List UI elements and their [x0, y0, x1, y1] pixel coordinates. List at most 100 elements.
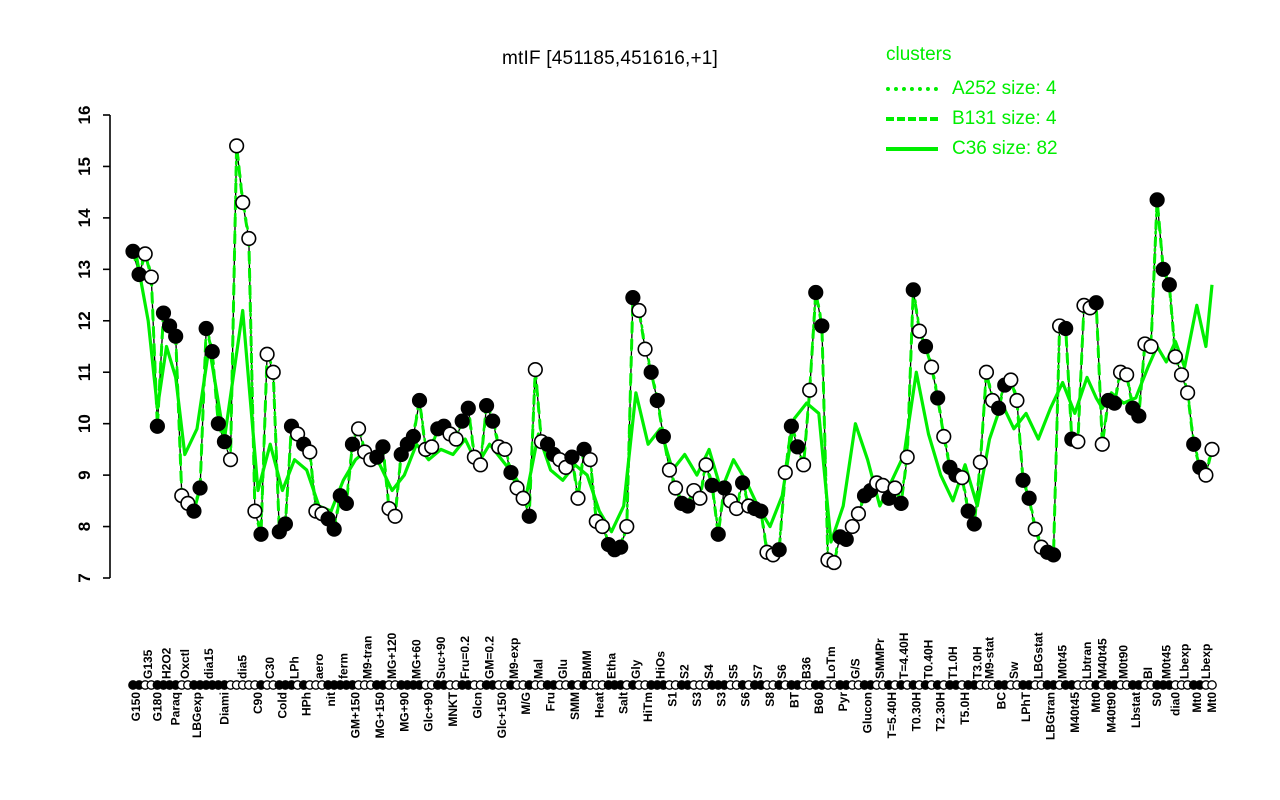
data-point: [960, 503, 976, 519]
data-point: [326, 521, 342, 537]
data-point: [613, 539, 629, 555]
data-point: [235, 194, 251, 211]
legend-item-label: A252 size: 4: [952, 78, 1057, 99]
x-label: Salt: [617, 692, 631, 714]
data-point: [923, 359, 940, 375]
legend-header: clusters: [886, 44, 952, 65]
data-point: [302, 444, 318, 460]
data-point: [210, 416, 226, 432]
data-point: [649, 392, 665, 409]
data-point: [716, 480, 732, 496]
data-point: [241, 230, 257, 247]
x-label: dia0: [1168, 692, 1182, 716]
data-point: [1003, 372, 1019, 388]
data-point: [802, 382, 818, 398]
dashed-line-icon: [886, 117, 938, 121]
data-point: [1161, 277, 1177, 293]
data-point: [143, 269, 159, 285]
x-label: Mt0: [1190, 692, 1204, 713]
x-label: T0.40H: [922, 640, 936, 679]
x-label: LPhT: [1019, 691, 1033, 722]
legend-item-b131: B131 size: 4: [886, 104, 1058, 134]
data-point: [503, 464, 519, 481]
x-label: Etha: [605, 653, 619, 679]
x-label: Glc+90: [422, 692, 436, 732]
cluster-b131-line: [131, 145, 1214, 565]
data-point: [1143, 338, 1159, 355]
y-tick-label: 10: [75, 414, 94, 433]
data-point: [1021, 490, 1037, 506]
x-label: M0t90: [1117, 645, 1131, 679]
data-point: [527, 362, 543, 378]
y-tick-label: 13: [75, 260, 94, 279]
x-label: Fru: [544, 692, 558, 711]
x-label: Lbexp: [1178, 644, 1192, 679]
data-point: [936, 428, 952, 445]
legend-item-c36: C36 size: 82: [886, 134, 1058, 164]
legend-item-a252: A252 size: 4: [886, 74, 1058, 104]
sample-marker: [1207, 680, 1217, 690]
data-point: [789, 439, 806, 455]
data-point: [277, 516, 294, 532]
x-label: Fru=0.2: [458, 636, 472, 679]
x-label: MG+150: [373, 692, 387, 739]
data-point: [728, 500, 745, 517]
y-tick-label: 8: [75, 522, 94, 531]
x-label: Pyr: [836, 692, 850, 712]
data-point: [735, 475, 751, 491]
x-label: LoTm: [824, 646, 838, 679]
x-label: S4: [702, 664, 716, 679]
x-label: T5.0H: [958, 692, 972, 725]
data-point: [204, 344, 220, 360]
data-point: [521, 508, 537, 524]
data-point: [424, 439, 440, 455]
data-point: [448, 431, 464, 447]
x-label: Paraq: [169, 692, 183, 725]
data-point: [1119, 367, 1135, 383]
data-point: [899, 449, 915, 465]
data-point: [137, 246, 153, 262]
x-label: T1.0H: [946, 646, 960, 679]
x-label: MNKT: [446, 691, 460, 726]
data-point: [917, 338, 934, 355]
x-label: M9-tran: [361, 636, 375, 679]
x-label: MG+120: [385, 632, 399, 679]
x-label: BMM: [580, 650, 594, 679]
x-label: S3: [714, 692, 728, 707]
data-point: [338, 495, 354, 512]
x-label: LBGtran: [1044, 692, 1058, 740]
data-point: [972, 454, 988, 470]
dotted-line-icon: [886, 87, 938, 91]
data-point: [619, 518, 635, 535]
x-label: HiOs: [653, 651, 667, 679]
data-point: [253, 526, 269, 542]
data-point: [485, 413, 501, 429]
data-point: [692, 490, 708, 506]
x-label: M/G: [519, 692, 533, 715]
data-point: [887, 480, 903, 496]
x-label: MG+60: [410, 639, 424, 679]
data-point: [192, 480, 208, 496]
x-label: S0: [1150, 692, 1164, 707]
x-label: GM=0.2: [483, 636, 497, 679]
x-label: Lbexp: [1199, 644, 1213, 679]
x-label: LPh: [288, 656, 302, 679]
data-point: [1155, 261, 1171, 277]
x-label: G/S: [848, 658, 862, 679]
data-point: [405, 428, 422, 445]
data-point: [570, 490, 586, 506]
data-point: [680, 498, 696, 514]
data-point: [350, 421, 367, 437]
data-point: [155, 305, 172, 321]
x-label: T=5.40H: [885, 692, 899, 738]
clusters-legend: clusters A252 size: 4 B131 size: 4 C36 s…: [886, 44, 1058, 164]
data-point: [344, 436, 361, 452]
data-point: [844, 518, 860, 535]
data-point: [229, 138, 245, 154]
data-point: [655, 428, 671, 445]
data-point: [667, 480, 684, 496]
x-label: Glucon: [861, 692, 875, 733]
solid-line-icon: [886, 147, 938, 151]
data-point: [814, 318, 830, 334]
data-point: [131, 266, 147, 283]
